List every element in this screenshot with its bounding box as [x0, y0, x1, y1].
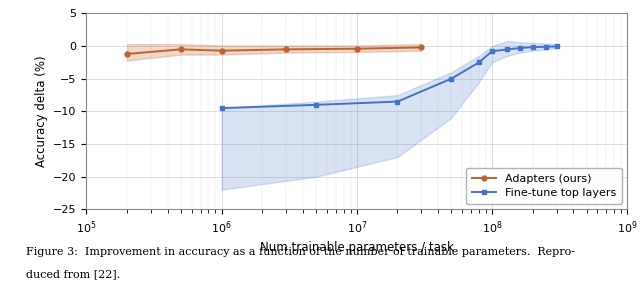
Adapters (ours): [353, 47, 361, 51]
Fine-tune top layers: [312, 103, 320, 107]
Fine-tune top layers: [504, 48, 511, 51]
Y-axis label: Accuracy delta (%): Accuracy delta (%): [35, 56, 47, 167]
X-axis label: Num trainable parameters / task: Num trainable parameters / task: [260, 241, 454, 254]
Adapters (ours): [177, 48, 185, 51]
Text: duced from [22].: duced from [22].: [26, 269, 120, 279]
Fine-tune top layers: [516, 46, 524, 50]
Adapters (ours): [282, 48, 290, 51]
Fine-tune top layers: [488, 50, 496, 53]
Fine-tune top layers: [553, 45, 561, 48]
Text: Figure 3:  Improvement in accuracy as a function of the number of trainable para: Figure 3: Improvement in accuracy as a f…: [26, 247, 575, 257]
Adapters (ours): [218, 49, 225, 52]
Fine-tune top layers: [529, 45, 536, 49]
Line: Fine-tune top layers: Fine-tune top layers: [219, 44, 559, 111]
Legend: Adapters (ours), Fine-tune top layers: Adapters (ours), Fine-tune top layers: [466, 168, 621, 204]
Fine-tune top layers: [218, 106, 225, 110]
Line: Adapters (ours): Adapters (ours): [125, 45, 424, 56]
Fine-tune top layers: [447, 77, 455, 80]
Adapters (ours): [124, 52, 131, 56]
Adapters (ours): [417, 46, 425, 49]
Fine-tune top layers: [394, 100, 401, 103]
Fine-tune top layers: [475, 61, 483, 64]
Fine-tune top layers: [542, 45, 550, 48]
